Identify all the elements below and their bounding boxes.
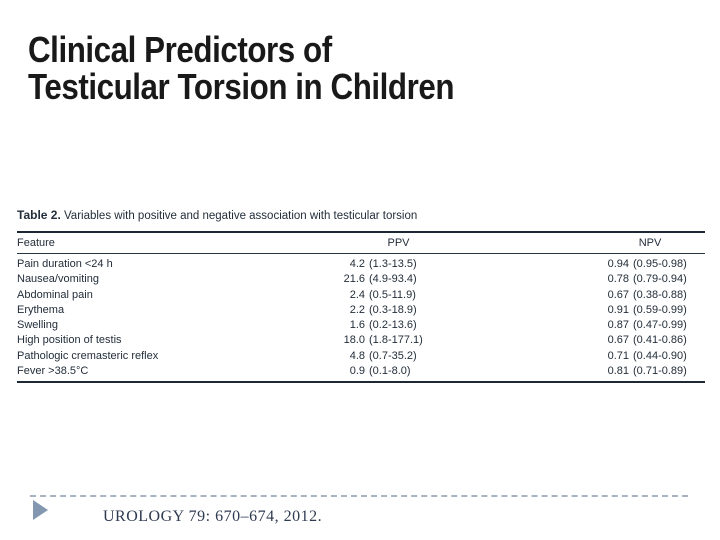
slide-title: Clinical Predictors of Testicular Torsio… (28, 29, 455, 107)
table-caption-label: Table 2. (17, 208, 61, 222)
table-top-rule (17, 231, 705, 233)
feature-cell: Nausea/vomiting (17, 273, 99, 286)
citation-text: UROLOGY 79: 670–674, 2012. (103, 508, 323, 525)
column-header-feature: Feature (17, 237, 55, 249)
table-header-rule (17, 253, 705, 254)
table-row: High position of testis 18.0 (1.8-177.1)… (17, 333, 705, 348)
table-row: Nausea/vomiting 21.6 (4.9-93.4) 0.78 (0.… (17, 272, 705, 287)
ppv-ci: (0.7-35.2) (369, 349, 417, 362)
table-row: Swelling 1.6 (0.2-13.6) 0.87 (0.47-0.99) (17, 318, 705, 333)
table-row: Abdominal pain 2.4 (0.5-11.9) 0.67 (0.38… (17, 288, 705, 303)
table-figure: Table 2. Variables with positive and neg… (17, 207, 705, 384)
ppv-value: 2.4 (349, 288, 365, 301)
npv-ci: (0.79-0.94) (633, 273, 687, 286)
dashed-divider-line (30, 495, 688, 497)
feature-cell: Fever >38.5°C (17, 365, 89, 378)
feature-cell: Erythema (17, 303, 65, 316)
npv-value: 0.81 (607, 365, 629, 378)
table-row: Pathologic cremasteric reflex 4.8 (0.7-3… (17, 349, 705, 364)
ppv-value: 1.6 (349, 319, 365, 332)
play-triangle-icon (33, 500, 48, 520)
npv-ci: (0.95-0.98) (633, 258, 687, 270)
ppv-ci: (0.5-11.9) (369, 288, 416, 301)
npv-ci: (0.44-0.90) (633, 349, 687, 362)
feature-cell: Pain duration <24 h (17, 258, 113, 270)
table-caption-text: Variables with positive and negative ass… (60, 210, 418, 222)
npv-ci: (0.38-0.88) (633, 288, 687, 301)
ppv-ci: (0.1-8.0) (369, 365, 411, 378)
ppv-value: 0.9 (349, 365, 365, 378)
ppv-value: 18.0 (343, 334, 365, 347)
feature-cell: Swelling (17, 319, 58, 332)
ppv-value: 21.6 (343, 273, 365, 286)
ppv-value: 2.2 (349, 303, 365, 316)
ppv-ci: (0.3-18.9) (369, 303, 417, 316)
table-caption: Table 2. Variables with positive and neg… (17, 207, 705, 224)
column-header-ppv: PPV (387, 237, 410, 249)
npv-value: 0.91 (607, 303, 629, 316)
npv-value: 0.87 (607, 319, 629, 332)
table-header-row: Feature PPV NPV (17, 233, 705, 253)
npv-value: 0.71 (607, 349, 629, 362)
ppv-ci: (1.3-13.5) (369, 258, 417, 270)
table-body: Pain duration <24 h 4.2 (1.3-13.5) 0.94 … (17, 254, 705, 381)
npv-ci: (0.59-0.99) (633, 303, 687, 316)
npv-value: 0.67 (607, 334, 629, 347)
npv-ci: (0.47-0.99) (633, 319, 687, 332)
ppv-value: 4.8 (349, 349, 365, 362)
table-row: Pain duration <24 h 4.2 (1.3-13.5) 0.94 … (17, 257, 705, 272)
feature-cell: Abdominal pain (17, 288, 93, 301)
ppv-ci: (1.8-177.1) (369, 334, 423, 347)
column-header-npv: NPV (638, 237, 662, 249)
table-row: Fever >38.5°C 0.9 (0.1-8.0) 0.81 (0.71-0… (17, 364, 705, 379)
npv-value: 0.67 (607, 288, 629, 301)
feature-cell: High position of testis (17, 334, 122, 347)
npv-value: 0.78 (607, 273, 629, 286)
npv-value: 0.94 (607, 258, 629, 270)
ppv-ci: (4.9-93.4) (369, 273, 417, 286)
npv-ci: (0.41-0.86) (633, 334, 687, 347)
ppv-value: 4.2 (349, 258, 365, 270)
feature-cell: Pathologic cremasteric reflex (17, 349, 159, 362)
npv-ci: (0.71-0.89) (633, 365, 687, 378)
ppv-ci: (0.2-13.6) (369, 319, 417, 332)
table-bottom-rule (17, 381, 705, 384)
table-row: Erythema 2.2 (0.3-18.9) 0.91 (0.59-0.99) (17, 303, 705, 318)
